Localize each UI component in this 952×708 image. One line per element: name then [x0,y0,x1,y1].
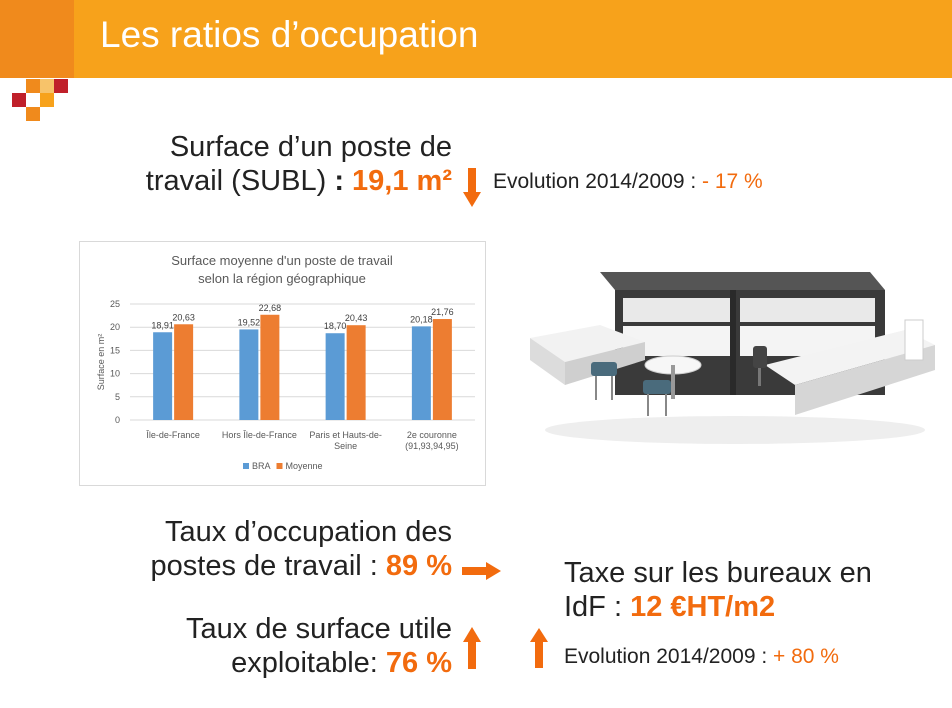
data-label: 20,63 [172,312,195,322]
data-label: 18,91 [151,320,174,330]
y-tick-label: 10 [110,369,120,379]
header-accent-block [0,0,74,78]
bar-bra [239,329,259,420]
bar-chart: Surface moyenne d'un poste de travail sel… [79,241,486,486]
bar-bra [325,333,345,420]
x-tick-label: Île-de-France [145,430,200,440]
y-tick-label: 20 [110,322,120,332]
surface-value: 19,1 m² [352,165,452,197]
data-label: 22,68 [259,303,282,313]
bar-moyenne [260,314,280,420]
arrow-up-icon [463,627,481,669]
surface-text: Surface d’un poste de travail (SUBL) : 1… [32,130,452,198]
occupation-text: Taux d’occupation des postes de travail … [12,515,452,583]
chart-title-line: selon la région géographique [198,271,366,286]
surface-evolution-value: - 17 % [702,170,763,193]
chart-svg: Surface moyenne d'un poste de travail sel… [96,253,475,471]
header-bar [74,0,952,78]
bar-moyenne [346,325,366,420]
bar-bra [411,326,431,420]
taxe-text: Taxe sur les bureaux en IdF : 12 €HT/m2 [564,556,944,624]
taxe-evolution: Evolution 2014/2009 : + 80 % [564,645,839,668]
legend-label: BRA [252,461,271,471]
x-tick-label: Hors Île-de-France [222,430,297,440]
surface-utile-line1: Taux de surface utile [186,613,452,645]
surface-utile-text: Taux de surface utile exploitable: 76 % [12,612,452,680]
bar-bra [153,332,173,420]
arrow-up-icon-taxe [530,628,548,668]
y-tick-label: 0 [115,415,120,425]
y-axis-label: Surface en m² [96,334,106,391]
chart-title-line: Surface moyenne d'un poste de travail [171,253,393,268]
taxe-line2-prefix: IdF : [564,591,623,623]
taxe-line1: Taxe sur les bureaux en [564,557,872,589]
y-tick-label: 5 [115,392,120,402]
surface-utile-value: 76 % [385,647,452,679]
taxe-evolution-value: + 80 % [773,645,839,668]
bar-moyenne [174,324,194,420]
x-tick-label: Seine [334,441,357,451]
surface-line2-prefix: travail (SUBL) [145,165,327,197]
y-tick-label: 15 [110,345,120,355]
office-furniture-image [530,272,935,444]
data-label: 20,18 [410,314,433,324]
surface-evolution: Evolution 2014/2009 : - 17 % [493,170,763,193]
arrow-down-icon [463,168,481,207]
legend-swatch [243,463,249,469]
data-label: 21,76 [431,307,454,317]
surface-separator: : [326,165,353,197]
y-tick-label: 25 [110,299,120,309]
slide-title: Les ratios d’occupation [100,14,479,55]
x-tick-label: Paris et Hauts-de- [309,430,382,440]
arrow-right-icon [462,562,501,580]
occupation-line1: Taux d’occupation des [165,516,452,548]
surface-line1: Surface d’un poste de [169,131,452,163]
legend-swatch [276,463,283,469]
data-label: 19,52 [238,317,261,327]
data-label: 18,70 [324,321,347,331]
bar-moyenne [432,319,452,420]
legend-label: Moyenne [286,461,323,471]
x-tick-label: (91,93,94,95) [405,441,459,451]
data-label: 20,43 [345,313,368,323]
occupation-line2-prefix: postes de travail : [150,550,378,582]
x-tick-label: 2e couronne [407,430,457,440]
surface-utile-line2-prefix: exploitable: [231,647,378,679]
occupation-value: 89 % [385,550,452,582]
taxe-value: 12 €HT/m2 [630,591,776,623]
